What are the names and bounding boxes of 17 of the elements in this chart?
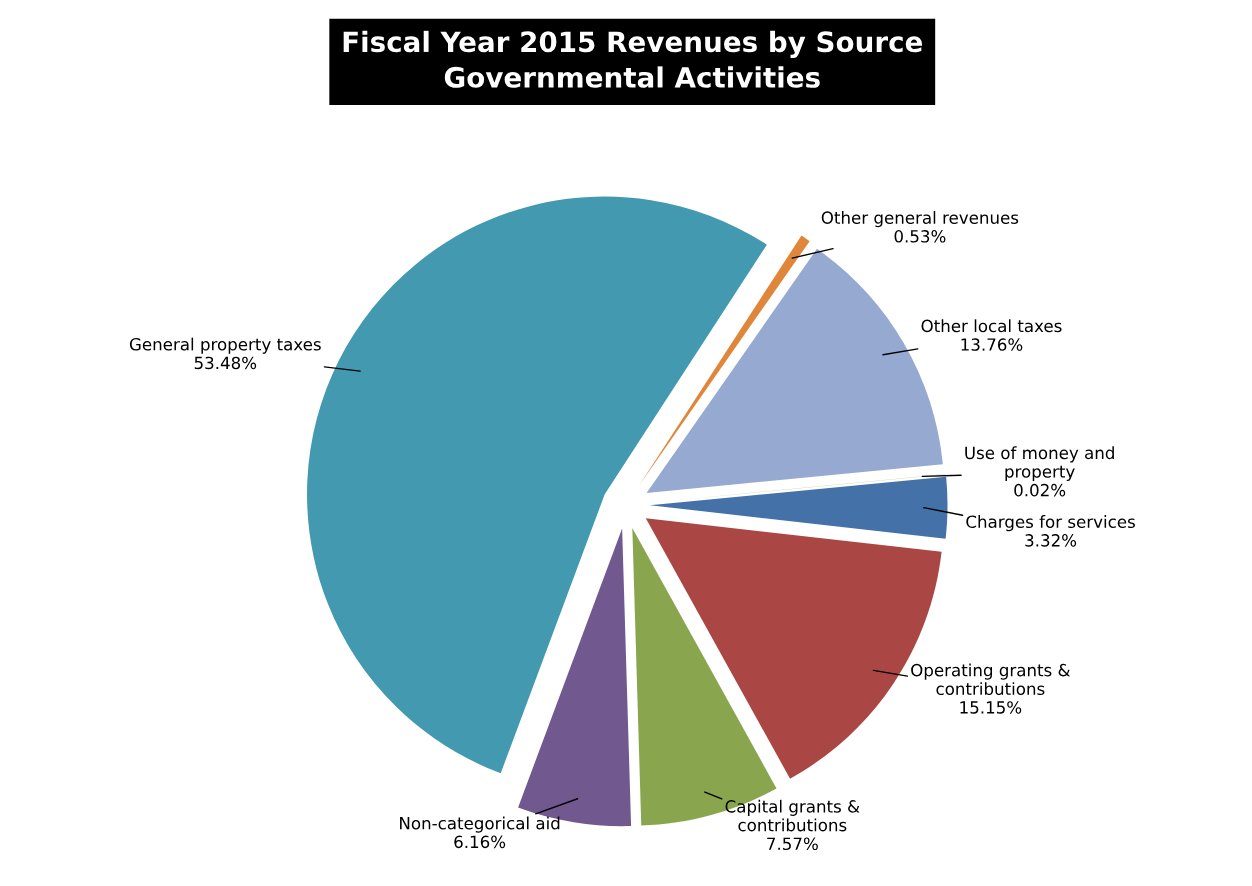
data-label: 3.32% — [1025, 534, 1077, 547]
slice-label: General property taxes — [129, 337, 321, 354]
data-label: 15.15% — [960, 701, 1022, 714]
data-label: 7.57% — [767, 837, 818, 851]
chart-title: Fiscal Year 2015 Revenues by Source Governmental Activities — [343, 30, 923, 88]
data-label: 0.53% — [894, 230, 946, 243]
slice-label: Other local taxes — [921, 319, 1062, 333]
slice-label: Use of money and property — [965, 446, 1114, 482]
slice-label: Charges for services — [966, 515, 1135, 532]
data-label: 6.16% — [454, 835, 506, 849]
data-label: 13.76% — [961, 338, 1023, 351]
slice-label: Capital grants & contributions — [725, 799, 860, 832]
data-label: 0.02% — [1014, 483, 1066, 497]
slice-label: Non-categorical aid — [400, 816, 560, 833]
slice-label: Operating grants & contributions — [911, 663, 1071, 696]
data-label: 53.48% — [194, 356, 257, 370]
slice-label: Other general revenues — [821, 211, 1019, 228]
